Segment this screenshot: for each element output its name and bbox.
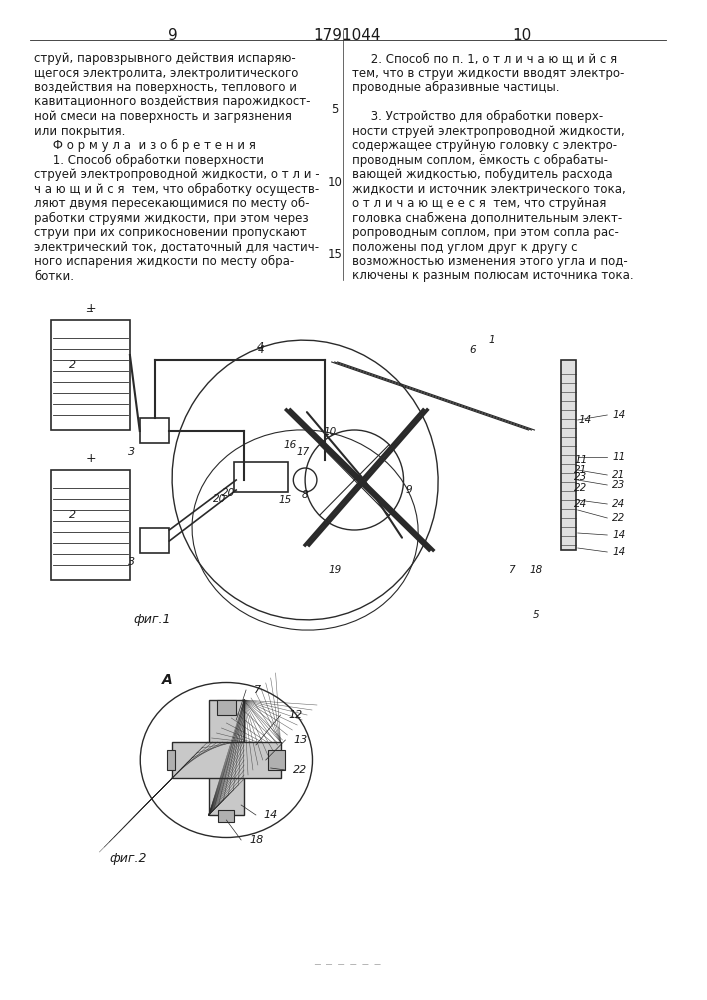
Text: работки струями жидкости, при этом через: работки струями жидкости, при этом через xyxy=(35,212,309,225)
Text: 10: 10 xyxy=(323,427,337,437)
Bar xyxy=(268,750,286,770)
Text: 15: 15 xyxy=(327,248,342,261)
Text: 9: 9 xyxy=(405,485,411,495)
Text: 14: 14 xyxy=(579,415,592,425)
Text: электрический ток, достаточный для частич-: электрический ток, достаточный для части… xyxy=(35,240,320,253)
Text: 15: 15 xyxy=(279,495,292,505)
Text: 24: 24 xyxy=(612,499,626,509)
Text: 2: 2 xyxy=(69,510,76,520)
Bar xyxy=(51,320,130,430)
Text: 23: 23 xyxy=(612,480,626,490)
Text: 23: 23 xyxy=(574,472,588,482)
Text: 12: 12 xyxy=(288,710,303,720)
Text: 3: 3 xyxy=(129,447,136,457)
Text: 20: 20 xyxy=(213,494,226,504)
Text: 24: 24 xyxy=(574,499,588,509)
Text: 16: 16 xyxy=(284,440,297,450)
Text: или покрытия.: или покрытия. xyxy=(35,124,126,137)
Text: 9: 9 xyxy=(168,28,178,43)
Text: 7: 7 xyxy=(508,565,515,575)
Bar xyxy=(561,360,575,550)
Text: ─: ─ xyxy=(86,307,91,317)
Bar xyxy=(234,462,288,492)
Text: 11: 11 xyxy=(574,455,588,465)
Text: фиг.1: фиг.1 xyxy=(134,613,171,626)
Text: ключены к разным полюсам источника тока.: ключены к разным полюсам источника тока. xyxy=(352,269,634,282)
Text: 7: 7 xyxy=(254,685,261,695)
Text: 2: 2 xyxy=(69,360,76,370)
Text: проводным соплом, ёмкость с обрабаты-: проводным соплом, ёмкость с обрабаты- xyxy=(352,153,608,167)
Text: 21: 21 xyxy=(612,470,626,480)
Text: +: + xyxy=(86,452,96,465)
Bar xyxy=(140,418,169,443)
Bar xyxy=(140,528,169,553)
Text: щегося электролита, электролитического: щегося электролита, электролитического xyxy=(35,66,299,80)
Text: струей электропроводной жидкости, о т л и -: струей электропроводной жидкости, о т л … xyxy=(35,168,320,181)
Text: ─  ─  ─  ─  ─  ─: ─ ─ ─ ─ ─ ─ xyxy=(314,960,380,970)
Text: 18: 18 xyxy=(530,565,543,575)
Text: 1791044: 1791044 xyxy=(314,28,381,43)
Text: 8: 8 xyxy=(302,490,308,500)
Text: 14: 14 xyxy=(264,810,278,820)
Text: ного испарения жидкости по месту обра-: ного испарения жидкости по месту обра- xyxy=(35,255,295,268)
Bar xyxy=(216,700,236,715)
Text: 14: 14 xyxy=(612,530,626,540)
Text: проводные абразивные частицы.: проводные абразивные частицы. xyxy=(352,81,560,94)
Text: вающей жидкостью, побудитель расхода: вающей жидкостью, побудитель расхода xyxy=(352,168,613,181)
Text: 14: 14 xyxy=(612,410,626,420)
Text: 19: 19 xyxy=(328,565,341,575)
Text: Ф о р м у л а  и з о б р е т е н и я: Ф о р м у л а и з о б р е т е н и я xyxy=(35,139,257,152)
Text: 2. Способ по п. 1, о т л и ч а ю щ и й с я: 2. Способ по п. 1, о т л и ч а ю щ и й с… xyxy=(352,52,617,65)
Text: 17: 17 xyxy=(296,447,310,457)
Text: ности струей электропроводной жидкости,: ности струей электропроводной жидкости, xyxy=(352,124,625,137)
Text: +: + xyxy=(86,302,96,315)
Text: струи при их соприкосновении пропускают: струи при их соприкосновении пропускают xyxy=(35,226,307,239)
Text: 13: 13 xyxy=(293,735,308,745)
Text: 3. Устройство для обработки поверх-: 3. Устройство для обработки поверх- xyxy=(352,110,604,123)
Text: 10: 10 xyxy=(512,28,531,43)
Text: 3: 3 xyxy=(129,557,136,567)
Text: 22: 22 xyxy=(293,765,308,775)
Text: тем, что в струи жидкости вводят электро-: тем, что в струи жидкости вводят электро… xyxy=(352,66,625,80)
Text: 6: 6 xyxy=(469,345,476,355)
Bar xyxy=(173,742,281,778)
Text: 11: 11 xyxy=(612,452,626,462)
Text: воздействия на поверхность, теплового и: воздействия на поверхность, теплового и xyxy=(35,81,298,94)
Text: содержащее струйную головку с электро-: содержащее струйную головку с электро- xyxy=(352,139,617,152)
Text: ной смеси на поверхность и загрязнения: ной смеси на поверхность и загрязнения xyxy=(35,110,292,123)
Text: ляют двумя пересекающимися по месту об-: ляют двумя пересекающимися по месту об- xyxy=(35,197,310,210)
Text: 20: 20 xyxy=(222,488,235,498)
Text: 5: 5 xyxy=(331,103,339,116)
Text: струй, паровзрывного действия испаряю-: струй, паровзрывного действия испаряю- xyxy=(35,52,296,65)
Text: возможностью изменения этого угла и под-: возможностью изменения этого угла и под- xyxy=(352,255,628,268)
Text: 1: 1 xyxy=(489,335,496,345)
Text: положены под углом друг к другу с: положены под углом друг к другу с xyxy=(352,240,578,253)
Bar xyxy=(209,700,244,815)
Text: A: A xyxy=(162,673,173,687)
Bar xyxy=(168,750,175,770)
Bar xyxy=(51,470,130,580)
Bar xyxy=(218,810,234,822)
Text: фиг.2: фиг.2 xyxy=(109,852,146,865)
Text: 4: 4 xyxy=(257,345,264,355)
Text: ботки.: ботки. xyxy=(35,269,74,282)
Text: 22: 22 xyxy=(612,513,626,523)
Text: о т л и ч а ю щ е е с я  тем, что струйная: о т л и ч а ю щ е е с я тем, что струйна… xyxy=(352,197,607,210)
Text: 5: 5 xyxy=(533,610,539,620)
Text: 22: 22 xyxy=(574,483,588,493)
Text: 1. Способ обработки поверхности: 1. Способ обработки поверхности xyxy=(35,153,264,167)
Text: головка снабжена дополнительным элект-: головка снабжена дополнительным элект- xyxy=(352,212,623,225)
Text: 10: 10 xyxy=(327,176,342,188)
Text: 18: 18 xyxy=(249,835,263,845)
Text: 14: 14 xyxy=(612,547,626,557)
Text: кавитационного воздействия парожидкост-: кавитационного воздействия парожидкост- xyxy=(35,96,311,108)
Text: 4: 4 xyxy=(257,342,264,352)
Text: ч а ю щ и й с я  тем, что обработку осуществ-: ч а ю щ и й с я тем, что обработку осуще… xyxy=(35,182,320,196)
Text: ропроводным соплом, при этом сопла рас-: ропроводным соплом, при этом сопла рас- xyxy=(352,226,619,239)
Text: жидкости и источник электрического тока,: жидкости и источник электрического тока, xyxy=(352,182,626,196)
Text: 21: 21 xyxy=(574,465,588,475)
